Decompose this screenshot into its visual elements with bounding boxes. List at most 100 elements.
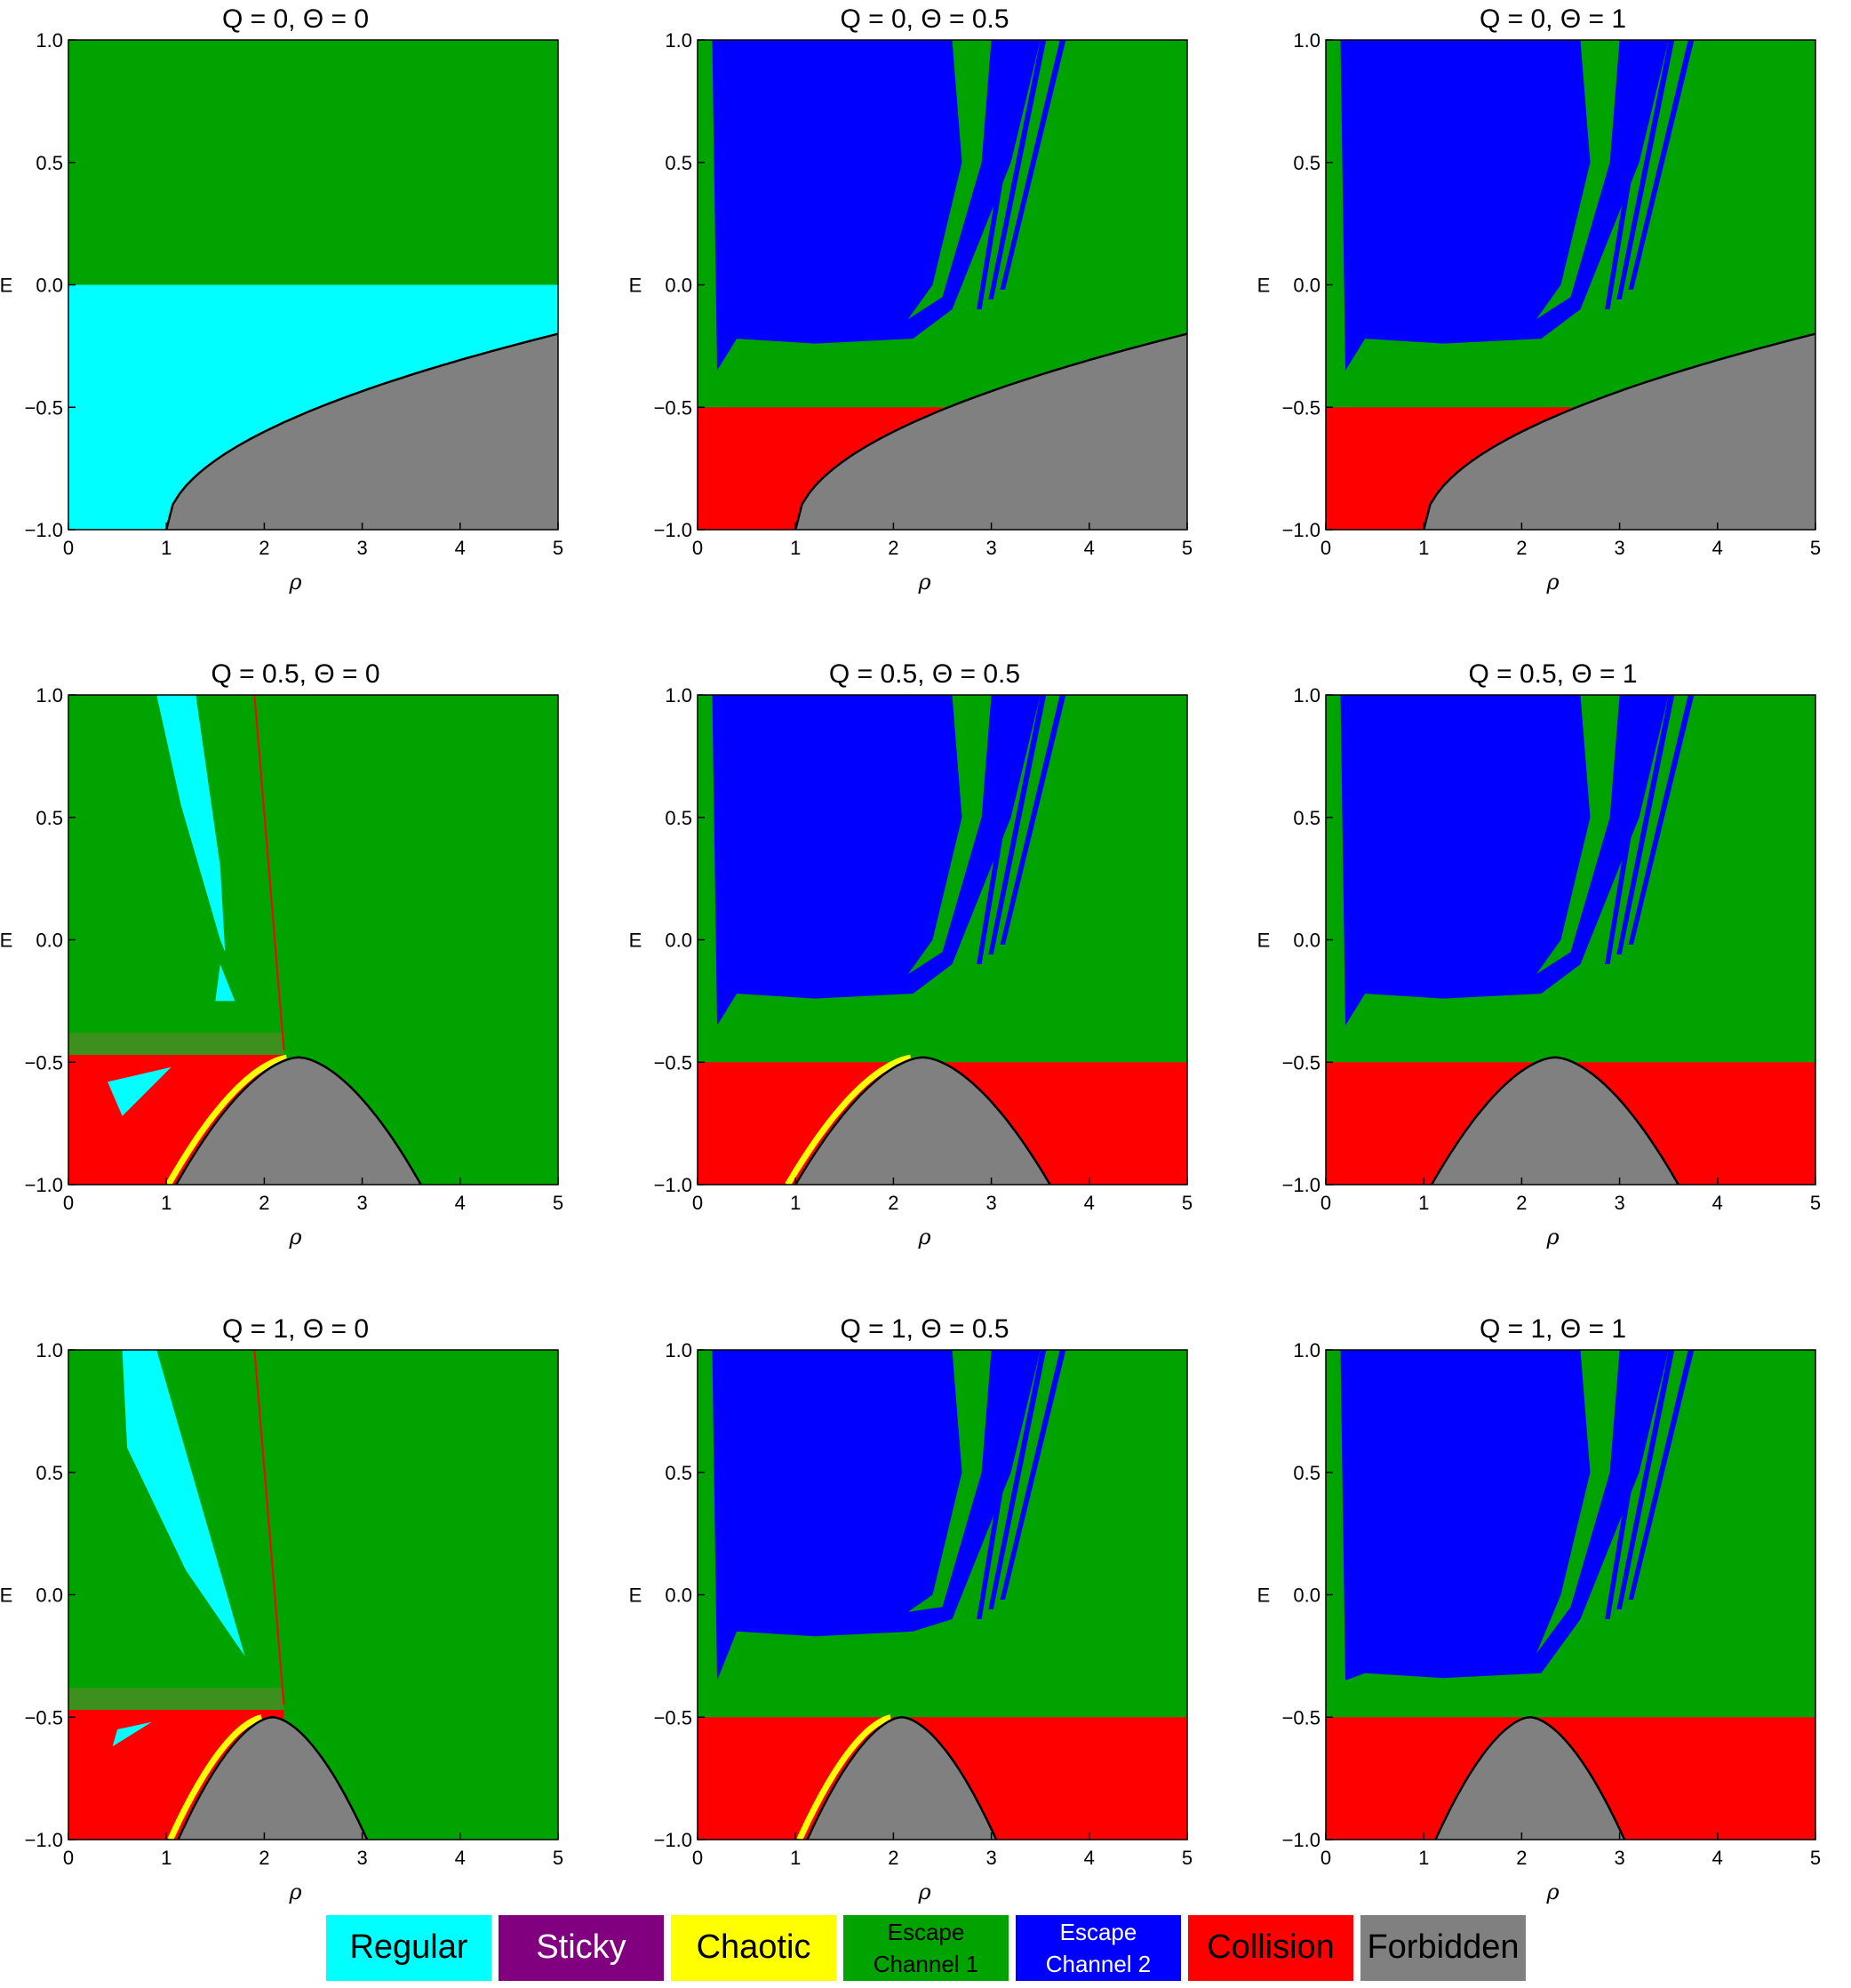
regular-island xyxy=(112,1721,152,1747)
x-tick-label: 5 xyxy=(1182,1192,1193,1214)
forbidden-boundary-curve xyxy=(806,1716,998,1840)
legend-item-regular: Regular xyxy=(326,1915,491,1981)
x-tick-label: 1 xyxy=(1418,537,1429,559)
basin-map xyxy=(68,1350,558,1840)
y-axis-label: E xyxy=(629,930,642,952)
panel-title: Q = 0.5, Θ = 0.5 xyxy=(829,659,1020,689)
y-tick-label: 0.0 xyxy=(36,275,63,297)
x-tick-label: 2 xyxy=(1516,1847,1527,1869)
x-tick-label: 2 xyxy=(1516,1192,1527,1214)
basin-map xyxy=(698,695,1187,1185)
x-tick-label: 1 xyxy=(1418,1192,1429,1214)
x-tick-label: 3 xyxy=(985,1192,996,1214)
x-tick-label: 5 xyxy=(1810,1192,1821,1214)
forbidden-boundary-curve xyxy=(177,1716,369,1840)
y-tick-label: −1.0 xyxy=(25,1174,63,1196)
x-tick-label: 3 xyxy=(356,1192,367,1214)
escape-channel-1-band xyxy=(907,40,992,320)
y-tick-label: 0.5 xyxy=(1293,152,1320,174)
regular-island xyxy=(108,1066,172,1116)
x-tick-label: 4 xyxy=(1712,1192,1723,1214)
legend-item-collision: Collision xyxy=(1188,1915,1353,1981)
y-tick-label: −0.5 xyxy=(654,396,692,419)
escape-channel-1-edge xyxy=(698,1350,715,1705)
panel-1: 0 1 2 3 4 5 −1.0 −0.5 0.0 0.5 1.0 ρ E Q = 0, Θ = 0 xyxy=(0,4,563,595)
x-tick-label: 5 xyxy=(1182,537,1193,559)
forbidden-boundary-curve xyxy=(794,1056,1051,1185)
escape-channel-2-stripe xyxy=(1000,40,1066,290)
forbidden-boundary-curve xyxy=(1422,332,1815,530)
y-tick-label: −0.5 xyxy=(1282,1706,1320,1729)
chaotic-band xyxy=(167,1714,263,1840)
y-tick-label: −1.0 xyxy=(654,519,692,541)
forbidden-boundary-curve xyxy=(175,1056,422,1185)
y-axis-label: E xyxy=(629,1585,642,1607)
x-tick-label: 5 xyxy=(553,537,563,559)
panel-9: 0 1 2 3 4 5 −1.0 −0.5 0.0 0.5 1.0 ρ E Q = 1, Θ = 1 xyxy=(1257,1314,1821,1904)
basin-map xyxy=(1326,1350,1815,1840)
y-tick-label: 1.0 xyxy=(665,1339,692,1361)
escape-channel-2-stripe xyxy=(1605,1350,1656,1619)
legend-item-forbidden: Forbidden xyxy=(1360,1915,1526,1981)
escape-channel-2-stripe xyxy=(1605,40,1656,310)
panel-title: Q = 0, Θ = 1 xyxy=(1480,4,1626,34)
escape-channel-2-stripe xyxy=(1616,40,1675,299)
panel-title: Q = 1, Θ = 0 xyxy=(222,1314,369,1344)
panel-title: Q = 1, Θ = 1 xyxy=(1480,1314,1626,1344)
mixed-boundary-band xyxy=(68,1688,284,1710)
y-tick-label: 0.5 xyxy=(1293,1462,1320,1484)
y-tick-label: 1.0 xyxy=(36,29,63,52)
y-tick-label: −0.5 xyxy=(654,1706,692,1729)
regular-island xyxy=(122,1350,245,1657)
y-tick-label: 0.5 xyxy=(1293,807,1320,829)
x-tick-label: 0 xyxy=(63,1847,74,1869)
forbidden-region xyxy=(1432,1057,1679,1185)
y-tick-label: 0.0 xyxy=(665,275,692,297)
y-tick-label: 0.0 xyxy=(1293,1585,1320,1607)
forbidden-boundary-curve xyxy=(1430,1056,1679,1185)
legend-item-escape-channel-2: Escape Channel 2 xyxy=(1016,1915,1181,1981)
x-tick-label: 3 xyxy=(356,1847,367,1869)
panel-5: 0 1 2 3 4 5 −1.0 −0.5 0.0 0.5 1.0 ρ E Q = 0.5, Θ = 0.… xyxy=(629,659,1193,1249)
y-tick-label: 0.5 xyxy=(36,807,63,829)
escape-channel-1-band xyxy=(1536,40,1620,320)
x-tick-label: 1 xyxy=(790,1847,801,1869)
y-tick-label: −1.0 xyxy=(25,519,63,541)
panel-title: Q = 0.5, Θ = 0 xyxy=(211,659,379,689)
escape-channel-2-stripe xyxy=(977,695,1027,964)
escape-channel-1-edge xyxy=(698,695,715,1050)
forbidden-region xyxy=(795,333,1187,530)
x-tick-label: 3 xyxy=(356,537,367,559)
y-tick-label: −0.5 xyxy=(1282,396,1320,419)
legend-label: Chaotic xyxy=(696,1928,811,1967)
panel-2: 0 1 2 3 4 5 −1.0 −0.5 0.0 0.5 1.0 ρ E Q = 0, Θ = 0.5 xyxy=(629,4,1193,595)
x-tick-label: 5 xyxy=(1182,1847,1193,1869)
escape-channel-2-stripe xyxy=(1000,695,1066,945)
y-tick-label: −0.5 xyxy=(25,396,63,419)
x-tick-label: 3 xyxy=(1614,537,1624,559)
escape-channel-1-edge xyxy=(1326,1350,1344,1705)
escape-channel-2-region xyxy=(712,40,1041,371)
panel-7: 0 1 2 3 4 5 −1.0 −0.5 0.0 0.5 1.0 ρ E Q = 1, Θ = 0 xyxy=(0,1314,563,1904)
x-tick-label: 0 xyxy=(63,1192,74,1214)
legend-item-chaotic: Chaotic xyxy=(671,1915,836,1981)
x-tick-label: 0 xyxy=(692,537,703,559)
forbidden-boundary-curve xyxy=(1434,1716,1626,1840)
forbidden-region xyxy=(176,1057,421,1185)
x-axis-label: ρ xyxy=(288,1225,301,1249)
x-tick-label: 2 xyxy=(888,537,898,559)
mixed-boundary-band xyxy=(68,1033,284,1055)
panel-4: 0 1 2 3 4 5 −1.0 −0.5 0.0 0.5 1.0 ρ E Q = 0.5, Θ = 0 xyxy=(0,659,563,1249)
y-tick-label: 0.5 xyxy=(665,807,692,829)
basin-map xyxy=(68,695,558,1185)
legend-item-sticky: Sticky xyxy=(499,1915,664,1981)
y-tick-label: 1.0 xyxy=(1293,29,1320,52)
x-tick-label: 4 xyxy=(1084,1192,1095,1214)
panel-title: Q = 0, Θ = 0 xyxy=(222,4,369,34)
legend-label: Forbidden xyxy=(1367,1928,1520,1967)
y-tick-label: −1.0 xyxy=(654,1174,692,1196)
forbidden-region xyxy=(807,1717,997,1840)
legend-label: Regular xyxy=(349,1928,468,1967)
y-tick-label: 1.0 xyxy=(36,1339,63,1361)
